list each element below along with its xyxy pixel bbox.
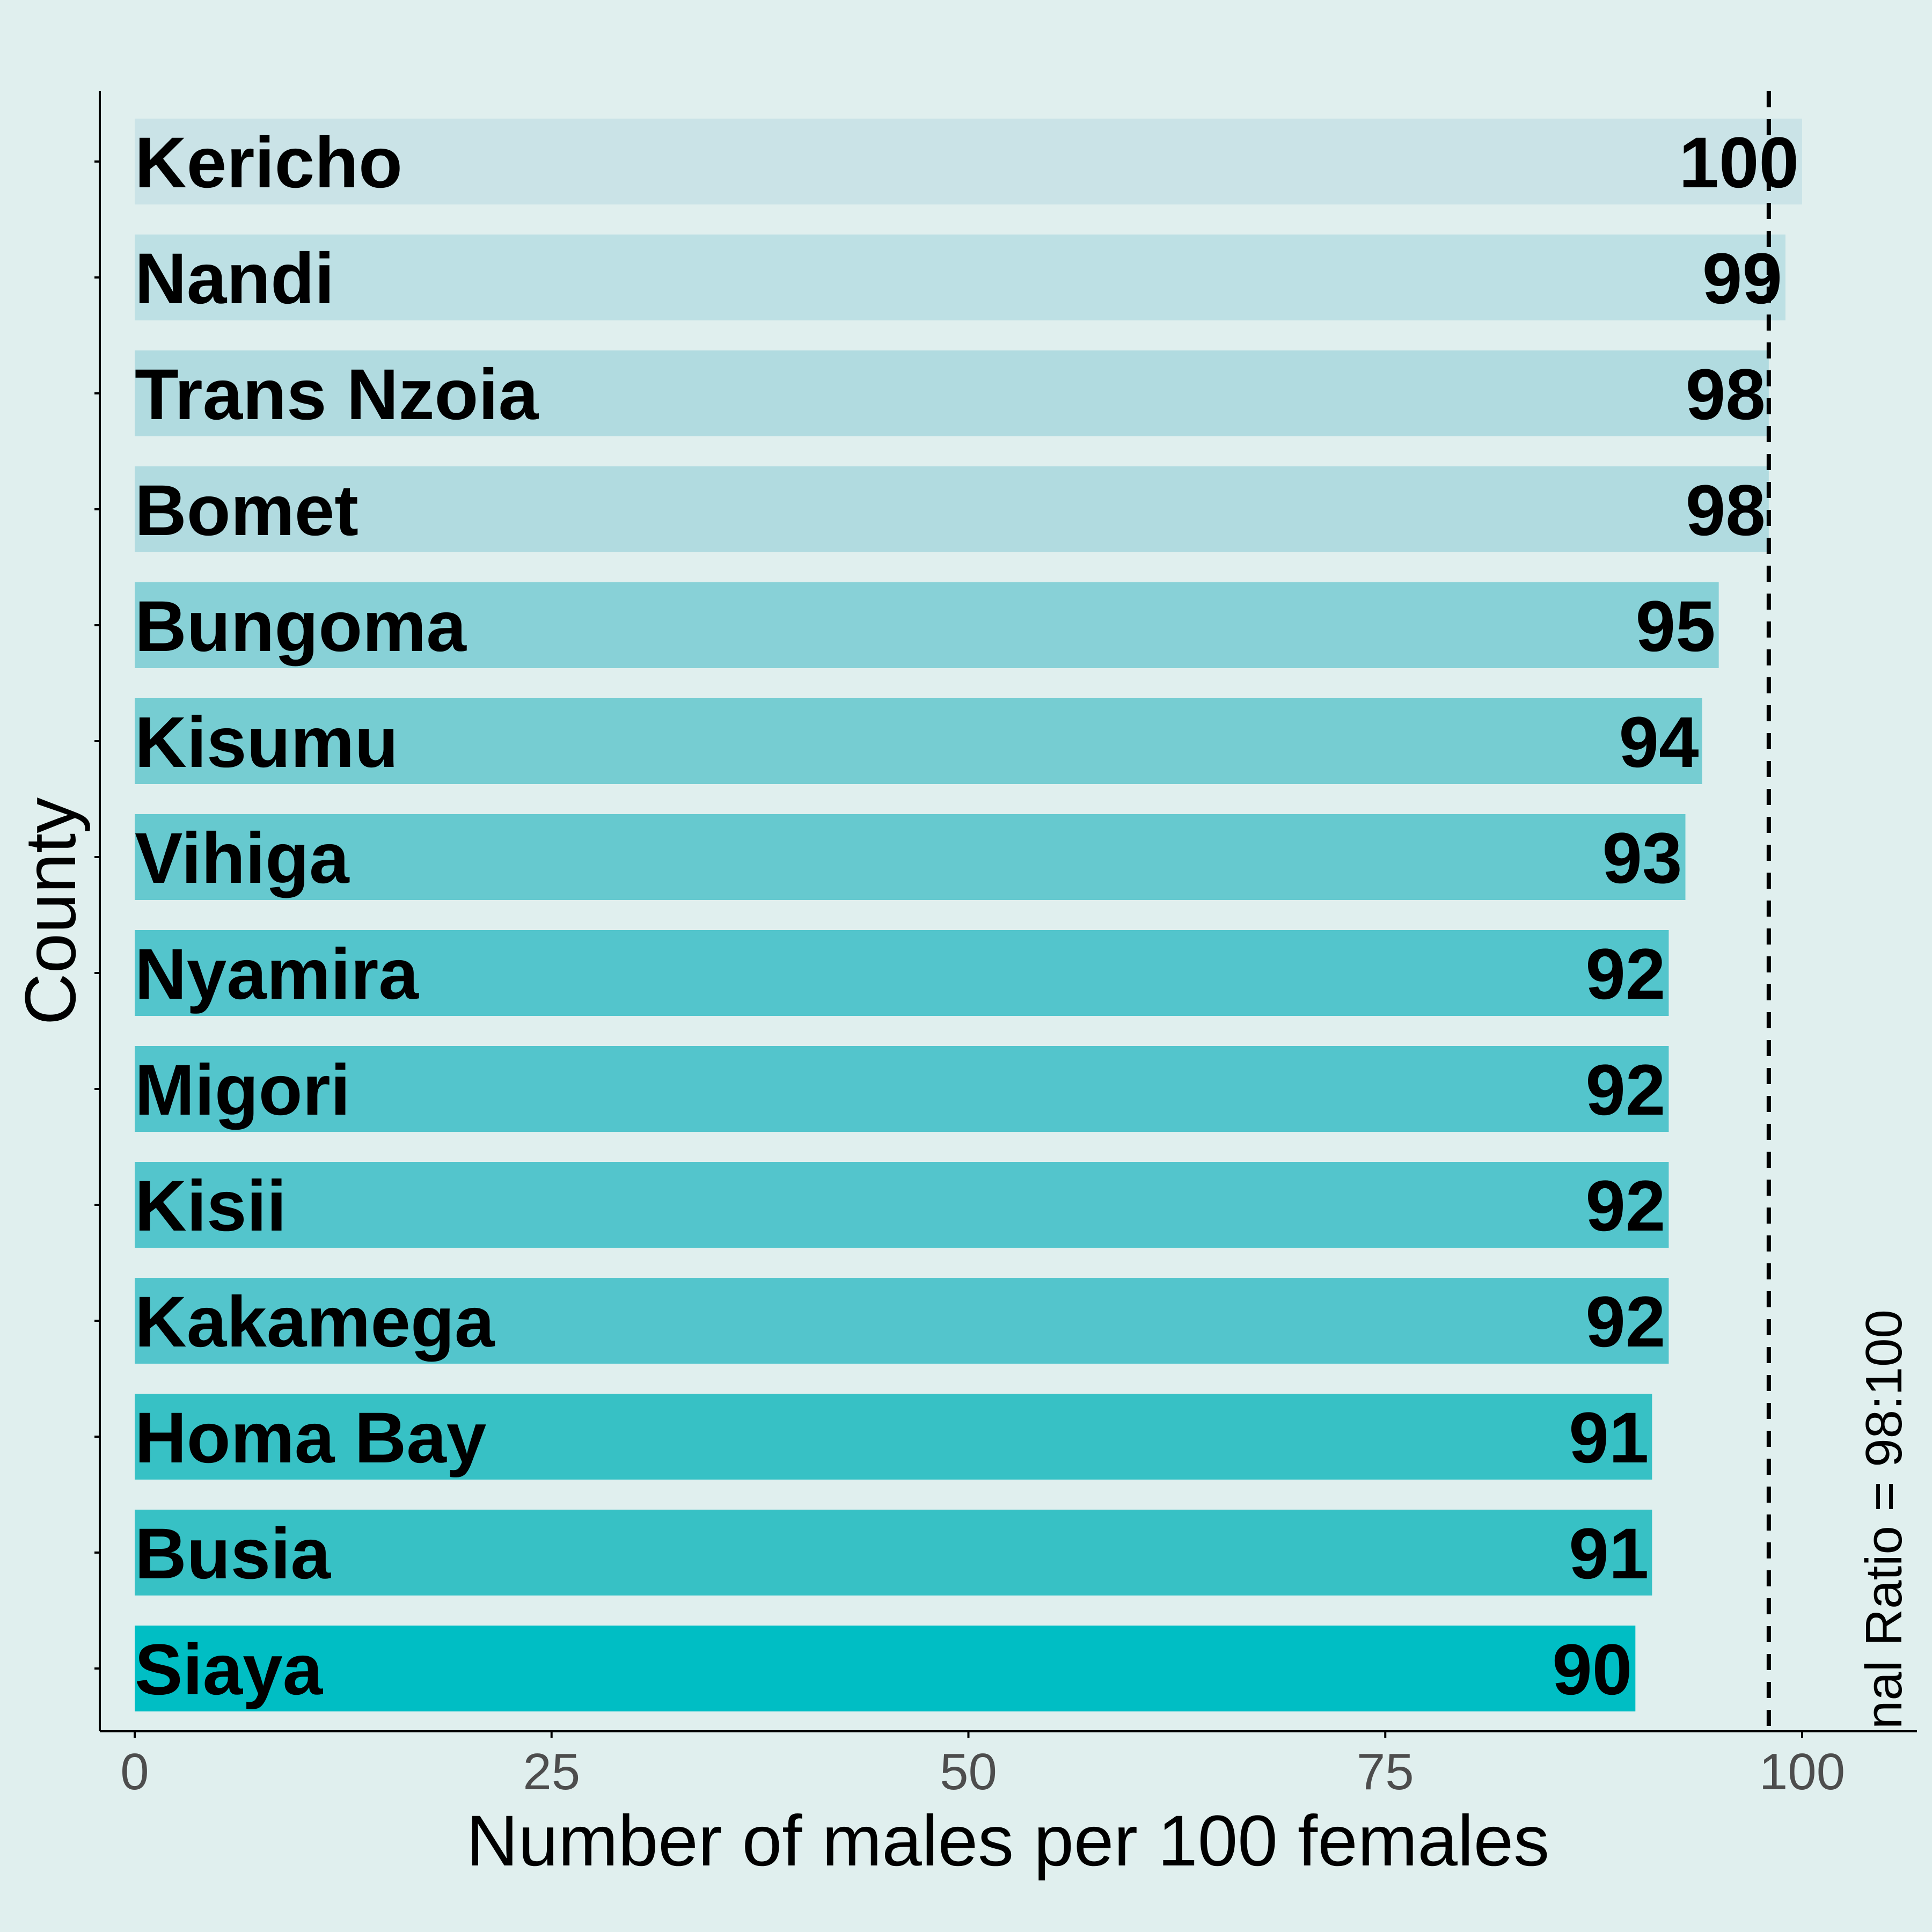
- bar: [135, 1626, 1636, 1711]
- bar: [135, 930, 1669, 1016]
- x-tick-label: 0: [120, 1743, 149, 1801]
- value-label: 99: [1702, 239, 1782, 319]
- bar: [135, 119, 1802, 204]
- value-label: 92: [1585, 1166, 1665, 1246]
- category-label: Vihiga: [135, 818, 350, 898]
- value-label: 100: [1679, 123, 1799, 203]
- category-label: Kisumu: [135, 702, 398, 782]
- category-label: Homa Bay: [135, 1398, 486, 1478]
- y-axis-title: County: [11, 797, 91, 1026]
- x-tick-label: 50: [940, 1743, 997, 1801]
- category-label: Siaya: [135, 1630, 324, 1710]
- category-label: Kisii: [135, 1166, 287, 1246]
- category-label: Kericho: [135, 123, 402, 203]
- value-label: 93: [1602, 818, 1682, 898]
- x-axis-ticks-group: 0 25 50 75 100: [120, 1731, 1845, 1801]
- value-label: 91: [1569, 1514, 1649, 1594]
- bar: [135, 1510, 1652, 1596]
- bar: [135, 350, 1769, 436]
- bar: [135, 814, 1686, 900]
- value-label: 92: [1585, 1050, 1665, 1130]
- x-tick-label: 75: [1357, 1743, 1414, 1801]
- x-tick-label: 100: [1759, 1743, 1845, 1801]
- value-label: 90: [1552, 1630, 1632, 1710]
- value-label: 92: [1585, 1282, 1665, 1362]
- bar: [135, 1394, 1652, 1480]
- value-label: 92: [1585, 934, 1665, 1014]
- value-label: 98: [1686, 355, 1766, 435]
- value-label: 98: [1686, 471, 1766, 551]
- category-label: Bungoma: [135, 587, 467, 667]
- x-axis-title: Number of males per 100 females: [466, 1801, 1549, 1881]
- value-label: 94: [1619, 702, 1699, 782]
- category-label: Trans Nzoia: [135, 355, 539, 435]
- bar: [135, 1162, 1669, 1248]
- bar: [135, 698, 1702, 784]
- value-labels-group: 100 99 98 98 95 94 93 92 92 92 92 91 91 90: [1552, 123, 1799, 1710]
- category-label: Bomet: [135, 471, 358, 551]
- category-label: Kakamega: [135, 1282, 495, 1362]
- bar: [135, 1278, 1669, 1364]
- bar: [135, 582, 1719, 668]
- x-tick-label: 25: [523, 1743, 580, 1801]
- category-label: Nyamira: [135, 934, 419, 1014]
- bar: [135, 1046, 1669, 1132]
- category-label: Busia: [135, 1514, 331, 1594]
- reference-line-label: nal Ratio = 98:100: [1855, 1309, 1913, 1729]
- category-labels-group: Kericho Nandi Trans Nzoia Bomet Bungoma Kisum…: [135, 123, 539, 1710]
- value-label: 95: [1636, 587, 1716, 667]
- y-axis-ticks-group: [94, 160, 100, 1670]
- bar: [135, 466, 1769, 552]
- category-label: Nandi: [135, 239, 334, 319]
- bars-group: [135, 119, 1802, 1711]
- bar: [135, 235, 1785, 320]
- category-label: Migori: [135, 1050, 350, 1130]
- value-label: 91: [1569, 1398, 1649, 1478]
